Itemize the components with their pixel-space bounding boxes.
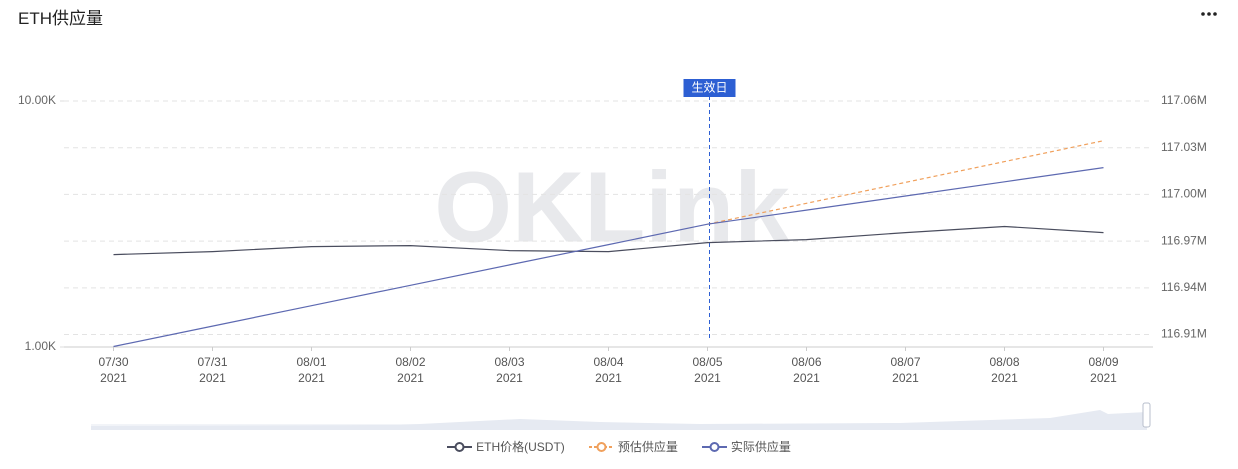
y2-tick-label: 117.06M (1161, 93, 1207, 107)
x-tick-label: 08/06 2021 (791, 355, 822, 385)
more-menu[interactable] (1200, 6, 1218, 22)
series-line (707, 140, 1104, 225)
y-tick-label: 10.00K (18, 93, 56, 107)
annotation-label: 生效日 (691, 80, 727, 95)
y2-tick-label: 116.94M (1161, 280, 1207, 294)
x-tick-label: 08/07 2021 (890, 355, 921, 385)
x-tick-label: 07/31 2021 (197, 355, 228, 385)
x-tick-label: 08/09 2021 (1088, 355, 1119, 385)
legend-icon (701, 441, 727, 452)
legend-item[interactable]: 实际供应量 (701, 438, 791, 455)
series-line (113, 167, 1104, 348)
legend-label: 实际供应量 (730, 440, 791, 454)
x-tick-label: 07/30 2021 (98, 355, 129, 385)
legend-icon (588, 441, 614, 452)
y2-tick-label: 117.03M (1161, 140, 1207, 154)
legend-label: ETH价格(USDT) (476, 440, 565, 454)
x-tick-label: 08/05 2021 (692, 355, 723, 385)
legend-label: 预估供应量 (617, 440, 678, 454)
annotation-box (683, 79, 736, 97)
x-tick-label: 08/08 2021 (989, 355, 1020, 385)
legend-item[interactable]: ETH价格(USDT) (447, 438, 565, 455)
x-tick-label: 08/04 2021 (593, 355, 624, 385)
x-tick-label: 08/02 2021 (395, 355, 426, 385)
x-tick-label: 08/01 2021 (296, 355, 327, 385)
legend-item[interactable]: 预估供应量 (588, 438, 678, 455)
watermark: OKLink (434, 151, 790, 263)
series-line (113, 225, 1104, 256)
data-zoom[interactable] (91, 402, 1151, 430)
legend-icon (447, 441, 473, 452)
y-tick-label: 1.00K (25, 339, 56, 353)
chart-title: ETH供应量 (18, 9, 103, 28)
y2-tick-label: 117.00M (1161, 187, 1207, 201)
x-tick-label: 08/03 2021 (494, 355, 525, 385)
legend: ETH价格(USDT) 预估供应量 实际供应量 (0, 438, 1238, 455)
y2-tick-label: 116.91M (1161, 327, 1207, 341)
y2-tick-label: 116.97M (1161, 233, 1207, 247)
